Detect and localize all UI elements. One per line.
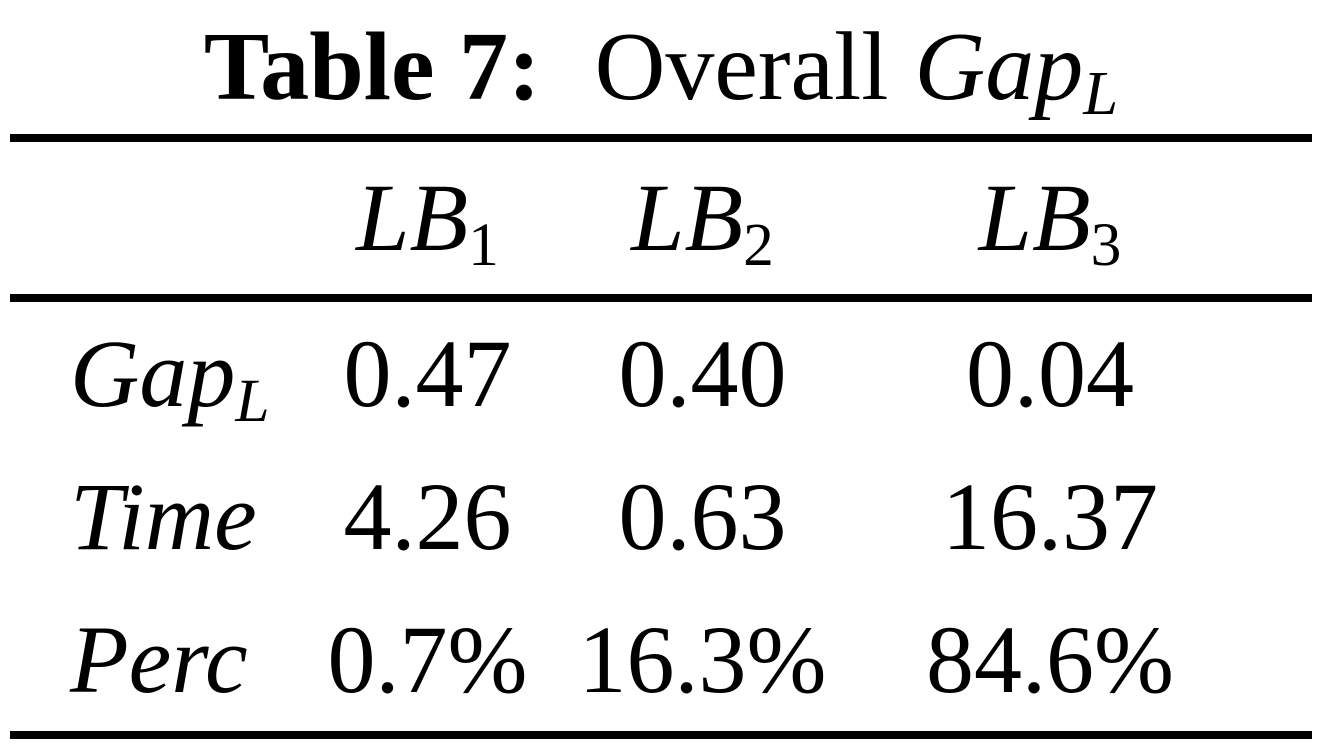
caption-label: Table 7:	[203, 13, 541, 121]
column-header-lb1: LB1	[310, 142, 545, 294]
value-cell-gap-lb1: 0.47	[343, 320, 512, 427]
column-header-lb3: LB3	[860, 142, 1312, 294]
data-table: LB1 LB2 LB3 GapL 0.47 0.40 0.04 Time 4.2…	[10, 134, 1312, 739]
value-cell-time-lb2: 0.63	[618, 463, 787, 570]
value-cell-time-lb3: 16.37	[942, 463, 1158, 570]
row-label-gap-sub: L	[235, 366, 270, 435]
corner-cell	[10, 142, 310, 294]
value-cell-gap-lb3: 0.04	[966, 320, 1134, 427]
bottom-rule	[10, 731, 1312, 739]
caption-math: GapL	[914, 11, 1118, 124]
caption-text: Overall	[594, 13, 889, 121]
column-header-lb3-sub: 3	[1090, 210, 1122, 279]
column-header-lb1-sub: 1	[468, 210, 499, 279]
table-caption: Table 7: Overall GapL	[0, 0, 1322, 134]
top-rule	[10, 134, 1312, 142]
column-header-lb1-base: LB	[356, 164, 469, 271]
caption-math-sub: L	[1083, 58, 1119, 129]
value-cell-gap-lb2: 0.40	[618, 320, 787, 427]
column-header-lb2-base: LB	[631, 164, 744, 271]
value-cell-perc-lb3: 84.6%	[926, 606, 1174, 713]
column-header-lb2: LB2	[545, 142, 860, 294]
column-header-lb2-sub: 2	[743, 210, 774, 279]
row-label-gap: GapL	[10, 302, 310, 445]
row-label-perc-base: Perc	[70, 606, 248, 713]
row-label-time-base: Time	[70, 463, 257, 570]
row-label-gap-base: Gap	[70, 320, 236, 427]
caption-math-base: Gap	[914, 13, 1084, 121]
mid-rule	[10, 294, 1312, 302]
column-header-lb3-base: LB	[978, 164, 1091, 271]
value-cell-perc-lb1: 0.7%	[327, 606, 528, 713]
row-label-perc: Perc	[10, 588, 310, 731]
value-cell-perc-lb2: 16.3%	[578, 606, 827, 713]
row-label-time: Time	[10, 445, 310, 588]
value-cell-time-lb1: 4.26	[343, 463, 512, 570]
